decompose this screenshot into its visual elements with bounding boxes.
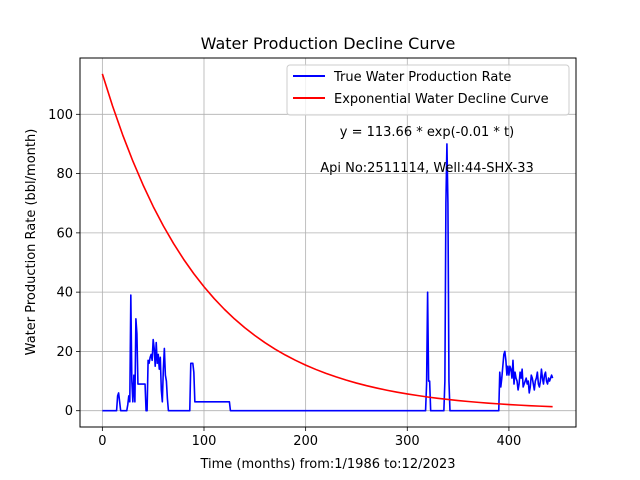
chart-title: Water Production Decline Curve bbox=[201, 34, 456, 53]
y-tick-label: 80 bbox=[56, 167, 73, 182]
exponential-decline-curve-line bbox=[101, 73, 553, 408]
x-axis-label: Time (months) from:1/1986 to:12/2023 bbox=[199, 457, 455, 472]
x-tick-label: 0 bbox=[98, 434, 106, 449]
true-production-rate-line bbox=[102, 143, 554, 412]
legend-box bbox=[286, 64, 570, 116]
x-tick-label: 300 bbox=[395, 434, 420, 449]
plot-frame bbox=[79, 57, 577, 428]
y-axis-label: Water Production Rate (bbl/month) bbox=[24, 129, 39, 356]
x-tick-label: 200 bbox=[293, 434, 318, 449]
series-lines bbox=[101, 73, 554, 412]
equation-annotation: y = 113.66 * exp(-0.01 * t) bbox=[340, 125, 514, 140]
x-tick-label: 100 bbox=[192, 434, 217, 449]
y-tick-label: 60 bbox=[56, 226, 73, 241]
y-tick-label: 40 bbox=[56, 286, 73, 301]
legend-label-decline-curve: Exponential Water Decline Curve bbox=[334, 92, 549, 107]
legend: True Water Production Rate Exponential W… bbox=[286, 64, 570, 116]
x-tick-label: 400 bbox=[497, 434, 522, 449]
axis-ticks: 0 100 200 300 400 0 20 40 60 80 100 bbox=[48, 108, 521, 449]
y-tick-label: 100 bbox=[48, 108, 73, 123]
y-tick-label: 20 bbox=[56, 345, 73, 360]
y-tick-label: 0 bbox=[65, 404, 73, 419]
legend-label-true-rate: True Water Production Rate bbox=[333, 70, 511, 85]
well-annotation: Api No:2511114, Well:44-SHX-33 bbox=[320, 161, 534, 176]
